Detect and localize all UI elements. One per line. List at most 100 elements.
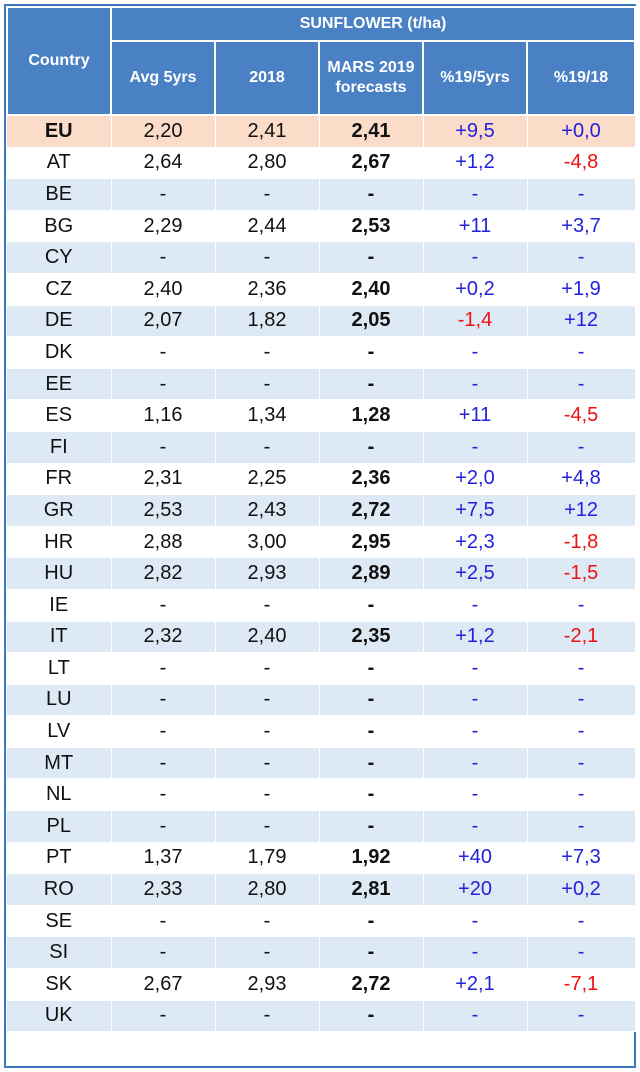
pct-19-vs-5yrs-cell: - xyxy=(423,589,528,622)
country-cell: PT xyxy=(7,842,112,875)
avg-5yrs-cell: - xyxy=(111,178,216,211)
country-cell: HR xyxy=(7,526,112,559)
pct-19-vs-5yrs-cell: - xyxy=(423,431,528,464)
avg-5yrs-cell: 2,82 xyxy=(111,557,216,590)
pct-19-vs-5yrs-cell: +0,2 xyxy=(423,273,528,306)
year-2018-cell: 1,79 xyxy=(215,842,320,875)
country-cell: CY xyxy=(7,241,112,274)
country-cell: SE xyxy=(7,905,112,938)
avg-5yrs-cell: - xyxy=(111,589,216,622)
table-row: CY - - - - - xyxy=(7,241,636,274)
table-row: SI - - - - - xyxy=(7,936,636,970)
year-2018-cell: 2,36 xyxy=(215,273,320,306)
mars-2019-forecast-cell: - xyxy=(319,747,424,780)
avg-5yrs-cell: 2,40 xyxy=(111,273,216,306)
year-2018-column-header: 2018 xyxy=(214,40,320,116)
pct-19-vs-18-cell: -1,8 xyxy=(527,526,636,559)
year-2018-cell: - xyxy=(215,905,320,938)
pct-19-vs-18-cell: - xyxy=(527,241,636,274)
mars-2019-forecast-cell: - xyxy=(319,684,424,717)
country-cell: ES xyxy=(7,399,112,432)
mars-2019-forecast-cell: 2,05 xyxy=(319,305,424,338)
year-2018-cell: - xyxy=(215,1000,320,1033)
table-row: EU 2,20 2,41 2,41 +9,5 +0,0 xyxy=(7,115,636,148)
mars-2019-forecast-cell: 2,40 xyxy=(319,273,424,306)
pct-19-vs-18-cell: - xyxy=(527,652,636,685)
pct-19-vs-5yrs-cell: +1,2 xyxy=(423,147,528,180)
pct-19-vs-18-cell: - xyxy=(527,715,636,748)
pct-19-vs-5yrs-cell: - xyxy=(423,905,528,938)
country-cell: SK xyxy=(7,968,112,1001)
pct-19-vs-18-cell: -1,5 xyxy=(527,557,636,590)
avg-5yrs-cell: - xyxy=(111,336,216,369)
country-cell: BG xyxy=(7,210,112,243)
year-2018-cell: - xyxy=(215,178,320,211)
country-cell: NL xyxy=(7,778,112,812)
pct-19-vs-18-cell: +3,7 xyxy=(527,210,636,243)
table-row: PL - - - - - xyxy=(7,810,636,843)
pct-19-vs-5yrs-cell: - xyxy=(423,684,528,717)
pct-19-vs-5yrs-cell: - xyxy=(423,178,528,211)
country-cell: UK xyxy=(7,1000,112,1033)
pct-19-vs-5yrs-cell: - xyxy=(423,1000,528,1033)
pct-19-vs-5yrs-cell: - xyxy=(423,747,528,780)
pct-19-vs-5yrs-column-header: %19/5yrs xyxy=(422,40,528,116)
table-row: IT 2,32 2,40 2,35 +1,2 -2,1 xyxy=(7,621,636,654)
mars-2019-forecast-cell: 2,41 xyxy=(319,115,424,148)
year-2018-cell: 2,41 xyxy=(215,115,320,148)
avg-5yrs-cell: 2,31 xyxy=(111,463,216,496)
pct-19-vs-5yrs-cell: +2,1 xyxy=(423,968,528,1001)
mars-2019-forecast-cell: 1,92 xyxy=(319,842,424,875)
sunflower-group-header: SUNFLOWER (t/ha) xyxy=(109,6,637,42)
avg-5yrs-cell: 2,64 xyxy=(111,147,216,180)
pct-19-vs-5yrs-cell: - xyxy=(423,778,528,812)
country-cell: PL xyxy=(7,810,112,843)
pct-19-vs-18-cell: +1,9 xyxy=(527,273,636,306)
country-cell: LT xyxy=(7,652,112,685)
mars-2019-forecast-cell: - xyxy=(319,368,424,401)
pct-19-vs-5yrs-cell: - xyxy=(423,810,528,843)
year-2018-cell: - xyxy=(215,778,320,812)
country-cell: LU xyxy=(7,684,112,717)
year-2018-cell: - xyxy=(215,747,320,780)
avg-5yrs-cell: 2,67 xyxy=(111,968,216,1001)
mars-2019-forecast-cell: - xyxy=(319,778,424,812)
pct-19-vs-18-cell: -2,1 xyxy=(527,621,636,654)
mars-2019-forecast-cell: 2,72 xyxy=(319,968,424,1001)
mars-2019-forecast-cell: - xyxy=(319,810,424,843)
country-cell: AT xyxy=(7,147,112,180)
pct-19-vs-5yrs-cell: - xyxy=(423,652,528,685)
pct-19-vs-5yrs-cell: -1,4 xyxy=(423,305,528,338)
pct-19-vs-5yrs-cell: +2,3 xyxy=(423,526,528,559)
pct-19-vs-5yrs-cell: +1,2 xyxy=(423,621,528,654)
pct-19-vs-18-cell: - xyxy=(527,905,636,938)
table-row: HU 2,82 2,93 2,89 +2,5 -1,5 xyxy=(7,557,636,590)
country-cell: DK xyxy=(7,336,112,369)
country-cell: HU xyxy=(7,557,112,590)
mars-2019-forecast-cell: 2,89 xyxy=(319,557,424,590)
year-2018-cell: - xyxy=(215,336,320,369)
year-2018-cell: 2,93 xyxy=(215,557,320,590)
avg-5yrs-cell: 1,16 xyxy=(111,399,216,432)
mars-2019-forecast-cell: - xyxy=(319,652,424,685)
pct-19-vs-18-cell: - xyxy=(527,778,636,812)
pct-19-vs-18-cell: -4,8 xyxy=(527,147,636,180)
table-row: MT - - - - - xyxy=(7,747,636,780)
pct-19-vs-5yrs-cell: +7,5 xyxy=(423,494,528,527)
mars-2019-forecast-cell: - xyxy=(319,1000,424,1033)
avg-5yrs-cell: - xyxy=(111,936,216,970)
table-row: FR 2,31 2,25 2,36 +2,0 +4,8 xyxy=(7,463,636,496)
avg-5yrs-cell: - xyxy=(111,747,216,780)
pct-19-vs-18-cell: - xyxy=(527,431,636,464)
table-row: HR 2,88 3,00 2,95 +2,3 -1,8 xyxy=(7,526,636,559)
year-2018-cell: - xyxy=(215,431,320,464)
table-row: SK 2,67 2,93 2,72 +2,1 -7,1 xyxy=(7,968,636,1001)
pct-19-vs-18-cell: - xyxy=(527,1000,636,1033)
mars-2019-forecast-cell: 2,95 xyxy=(319,526,424,559)
sunflower-yield-table-frame: Country SUNFLOWER (t/ha) Avg 5yrs 2018 M… xyxy=(4,4,637,1068)
mars-2019-forecast-cell: 2,35 xyxy=(319,621,424,654)
table-body: EU 2,20 2,41 2,41 +9,5 +0,0 AT 2,64 2,80 2,67 +1,2… xyxy=(7,115,636,1033)
table-row: SE - - - - - xyxy=(7,905,636,938)
pct-19-vs-18-cell: - xyxy=(527,747,636,780)
avg-5yrs-cell: - xyxy=(111,810,216,843)
